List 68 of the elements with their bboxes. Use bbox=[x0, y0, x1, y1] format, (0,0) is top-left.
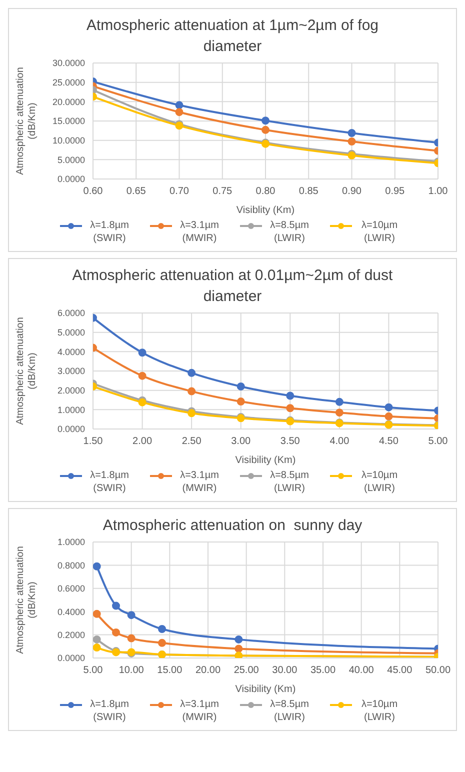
y-tick-label: 2.0000 bbox=[57, 386, 85, 396]
x-tick-label: 1.50 bbox=[83, 436, 104, 448]
y-tick-label: 0.8000 bbox=[57, 560, 85, 570]
y-tick-label: 0.6000 bbox=[57, 584, 85, 594]
y-tick-label: 5.0000 bbox=[57, 328, 85, 338]
y-axis-title: Atmospheric attenuation (dB/Km) bbox=[15, 546, 38, 654]
y-tick-label: 15.0000 bbox=[52, 116, 85, 126]
legend-label: λ=10µm (LWIR) bbox=[360, 469, 399, 495]
y-tick-label: 20.0000 bbox=[52, 96, 85, 107]
legend-label: λ=10µm (LWIR) bbox=[360, 219, 399, 245]
x-tick-label: 2.00 bbox=[132, 436, 152, 448]
legend-label: λ=3.1µm (MWIR) bbox=[179, 698, 220, 724]
y-tick-label: 6.0000 bbox=[57, 308, 85, 318]
x-tick-label: 0.70 bbox=[170, 186, 190, 198]
legend-label: λ=8.5µm (LWIR) bbox=[269, 219, 310, 245]
x-tick-label: 3.50 bbox=[280, 436, 300, 448]
x-tick-label: 4.50 bbox=[378, 436, 399, 448]
legend-label: λ=1.8µm (SWIR) bbox=[89, 698, 130, 724]
x-tick-label: 2.50 bbox=[182, 436, 202, 448]
x-tick-label: 50.00 bbox=[425, 665, 451, 676]
y-tick-label: 1.0000 bbox=[57, 537, 85, 548]
y-tick-label: 5.0000 bbox=[57, 154, 85, 165]
y-tick-label: 0.0000 bbox=[57, 653, 85, 664]
legend-label: λ=1.8µm (SWIR) bbox=[89, 219, 130, 245]
x-tick-label: 3.00 bbox=[231, 436, 252, 448]
x-tick-label: 4.00 bbox=[330, 436, 350, 448]
y-tick-label: 0.2000 bbox=[57, 630, 85, 640]
x-tick-label: 0.60 bbox=[83, 186, 104, 198]
x-tick-label: 0.90 bbox=[342, 186, 362, 198]
y-tick-label: 0.0000 bbox=[57, 174, 85, 184]
x-tick-label: 5.00 bbox=[428, 436, 448, 448]
y-tick-label: 0.0000 bbox=[57, 424, 85, 434]
x-tick-label: 15.00 bbox=[157, 665, 183, 676]
legend-label: λ=8.5µm (LWIR) bbox=[269, 469, 310, 495]
chart-title: Atmospheric attenuation on sunny day bbox=[102, 516, 364, 536]
legend-label: λ=3.1µm (MWIR) bbox=[179, 469, 220, 495]
x-axis-title: Visibility (Km) bbox=[235, 684, 296, 695]
x-axis-title: Visiblity (Km) bbox=[236, 205, 295, 216]
x-tick-label: 30.00 bbox=[272, 665, 298, 676]
x-axis-title: Visibility (Km) bbox=[235, 455, 296, 466]
chart-title: Atmospheric attenuation at 0.01µm~2µm of dust diameter bbox=[71, 266, 394, 307]
legend-label: λ=10µm (LWIR) bbox=[360, 698, 399, 724]
x-tick-label: 40.00 bbox=[348, 665, 374, 676]
x-tick-label: 25.00 bbox=[234, 665, 260, 676]
x-tick-label: 35.00 bbox=[310, 665, 336, 676]
y-tick-label: 0.4000 bbox=[57, 606, 85, 617]
y-tick-label: 1.0000 bbox=[57, 404, 85, 415]
y-tick-label: 3.0000 bbox=[57, 366, 85, 376]
y-axis-title: Atmospheric attenuation (dB/Km) bbox=[15, 67, 38, 175]
y-axis-title: Atmospheric attenuation (dB/Km) bbox=[15, 317, 38, 425]
y-tick-label: 25.0000 bbox=[52, 78, 85, 88]
x-tick-label: 20.00 bbox=[195, 665, 221, 676]
x-tick-label: 1.00 bbox=[428, 186, 448, 198]
x-tick-label: 45.00 bbox=[387, 665, 413, 676]
x-tick-label: 10.00 bbox=[118, 665, 144, 676]
x-tick-label: 0.75 bbox=[212, 186, 233, 198]
legend-label: λ=1.8µm (SWIR) bbox=[89, 469, 130, 495]
legend-label: λ=8.5µm (LWIR) bbox=[269, 698, 310, 724]
y-tick-label: 10.0000 bbox=[52, 136, 85, 146]
x-tick-label: 0.95 bbox=[385, 186, 406, 198]
y-tick-label: 30.0000 bbox=[52, 58, 85, 68]
x-tick-label: 0.85 bbox=[298, 186, 319, 198]
x-tick-label: 5.00 bbox=[83, 665, 104, 676]
chart-title: Atmospheric attenuation at 1µm~2µm of fog diameter bbox=[85, 16, 380, 57]
x-tick-label: 0.80 bbox=[256, 186, 276, 198]
y-tick-label: 4.0000 bbox=[57, 346, 85, 357]
legend-label: λ=3.1µm (MWIR) bbox=[179, 219, 220, 245]
x-tick-label: 0.65 bbox=[126, 186, 146, 198]
